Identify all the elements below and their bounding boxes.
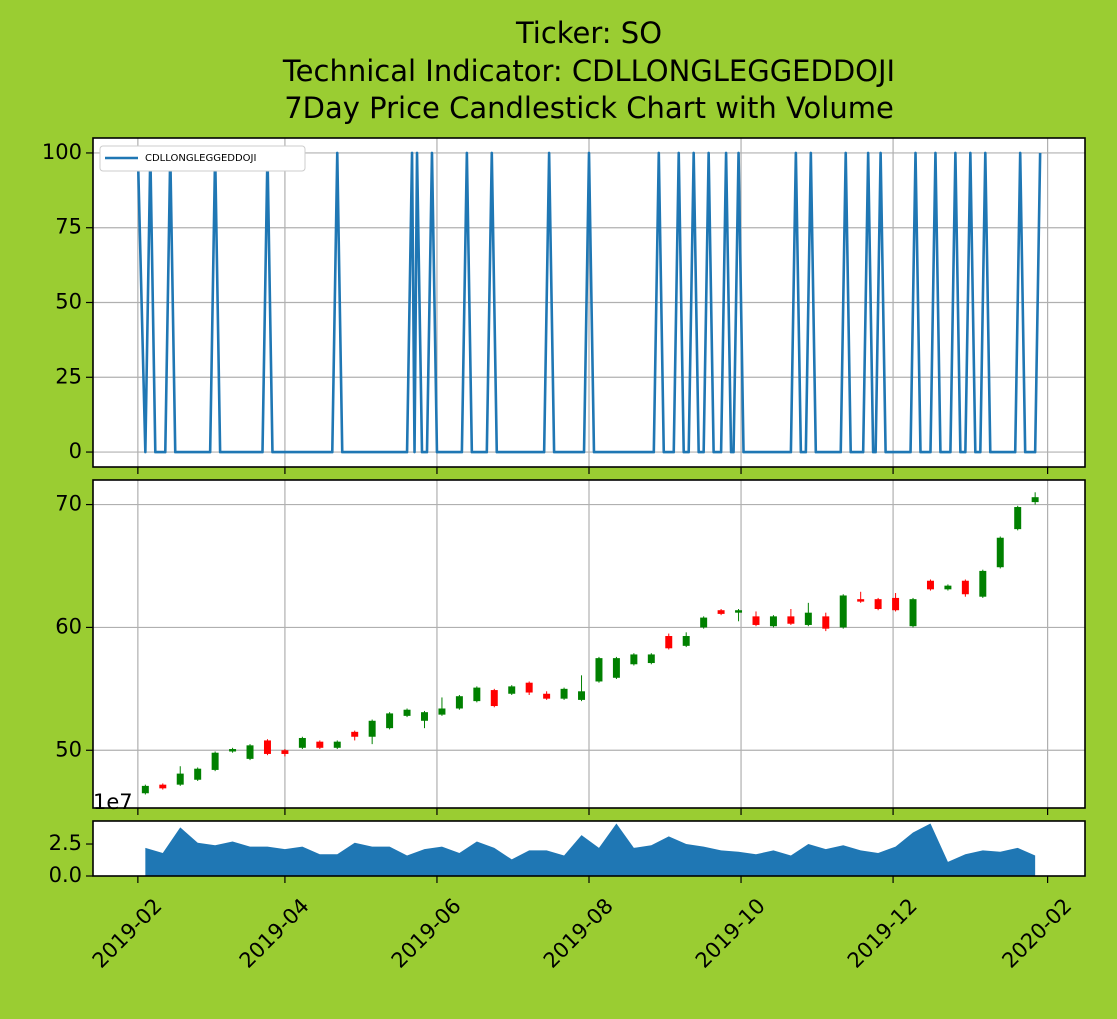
candle-body xyxy=(455,696,463,709)
candle-body xyxy=(141,785,149,794)
candle-body xyxy=(717,610,725,614)
candle-body xyxy=(595,658,603,682)
indicator-line xyxy=(136,151,1042,454)
title-line: 7Day Price Candlestick Chart with Volume xyxy=(284,91,894,125)
candle-body xyxy=(316,741,324,748)
y-tick-label: 0.0 xyxy=(49,863,82,887)
candle-body xyxy=(508,686,516,694)
plot-frame xyxy=(92,479,1086,809)
volume-area xyxy=(145,823,1036,876)
candle-body xyxy=(333,741,341,748)
plot-frame xyxy=(92,820,1086,877)
candle-body xyxy=(281,750,289,754)
y-tick-label: 2.5 xyxy=(49,831,82,855)
candle-body xyxy=(176,773,184,785)
candle-body xyxy=(926,580,934,590)
y-tick-label: 0 xyxy=(69,439,82,463)
y-tick-label: 100 xyxy=(42,140,82,164)
candle-body xyxy=(630,654,638,665)
candle-body xyxy=(263,740,271,754)
candle-body xyxy=(682,636,690,646)
candle-body xyxy=(735,610,743,613)
candle-body xyxy=(421,712,428,721)
candle-body xyxy=(909,599,917,627)
candle-body xyxy=(229,749,237,752)
candle-body xyxy=(892,597,900,611)
y-tick-label: 25 xyxy=(55,364,82,388)
candle-body xyxy=(298,737,306,748)
title-line: Ticker: SO xyxy=(515,16,662,50)
y-tick-label: 75 xyxy=(55,215,82,239)
candle-body xyxy=(1014,507,1022,530)
candle-body xyxy=(979,570,987,597)
legend: CDLLONGLEGGEDDOJI xyxy=(99,145,306,172)
candle-body xyxy=(543,693,551,699)
legend-label: CDLLONGLEGGEDDOJI xyxy=(145,153,256,164)
candle-body xyxy=(368,720,376,737)
candle-body xyxy=(438,708,446,715)
candle-body xyxy=(944,585,952,590)
candle-body xyxy=(665,636,673,649)
candle-body xyxy=(194,768,202,780)
candle-body xyxy=(578,691,586,700)
y-tick-label: 60 xyxy=(55,614,82,638)
candle-body xyxy=(961,580,969,595)
candle-body xyxy=(473,687,481,702)
candle-body xyxy=(211,752,219,770)
candle-body xyxy=(996,537,1004,568)
candle-body xyxy=(386,713,394,729)
title-line: Technical Indicator: CDLLONGLEGGEDDOJI xyxy=(282,54,895,88)
candle-body xyxy=(612,658,620,678)
candle-body xyxy=(525,682,533,693)
candle-body xyxy=(560,688,568,699)
candle-body xyxy=(804,612,812,625)
candle-body xyxy=(787,616,795,624)
offset-label: 1e7 xyxy=(93,790,133,814)
candle-body xyxy=(769,616,777,627)
candle-body xyxy=(1031,497,1039,503)
candle-body xyxy=(403,709,411,716)
candle-body xyxy=(351,731,359,737)
y-tick-label: 50 xyxy=(55,290,82,314)
candle-body xyxy=(246,745,254,759)
candle-body xyxy=(839,595,847,628)
legend-box xyxy=(99,145,306,172)
candle-body xyxy=(822,616,830,629)
candle-body xyxy=(752,616,760,625)
candle-body xyxy=(490,690,498,707)
plot xyxy=(145,823,1036,876)
y-tick-label: 70 xyxy=(55,492,82,516)
candle-body xyxy=(874,599,882,609)
y-tick-label: 50 xyxy=(55,737,82,761)
plot xyxy=(136,151,1042,454)
candle-body xyxy=(700,617,708,628)
candle-body xyxy=(647,654,655,664)
candle-body xyxy=(857,599,865,602)
candle-body xyxy=(159,784,167,789)
plot xyxy=(141,492,1039,795)
plot-frame xyxy=(92,137,1086,468)
